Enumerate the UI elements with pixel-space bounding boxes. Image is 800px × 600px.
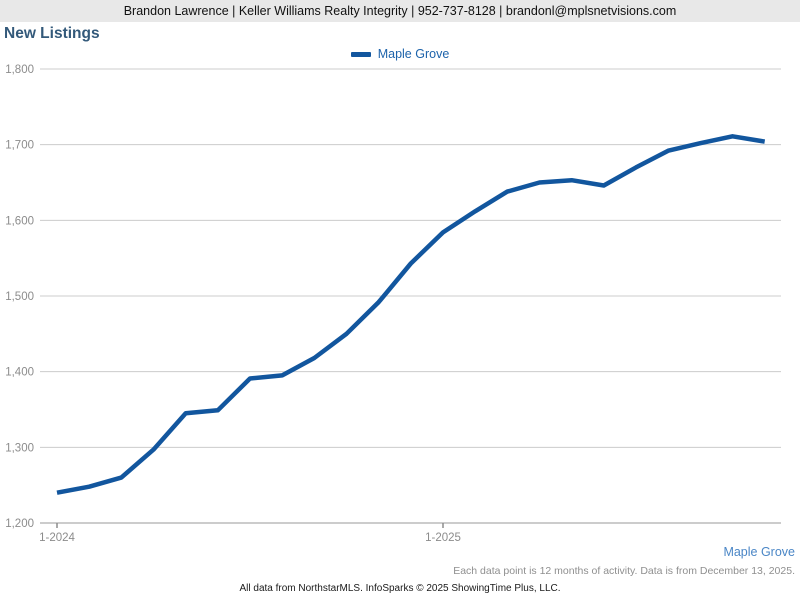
agent-header-bar: Brandon Lawrence | Keller Williams Realt… [0, 0, 800, 22]
page-title: New Listings [4, 25, 100, 42]
legend-series-label: Maple Grove [377, 47, 450, 61]
legend-line-swatch [350, 51, 371, 57]
x-tick-label: 1-2025 [425, 532, 461, 544]
y-tick-label: 1,800 [5, 64, 34, 76]
footer-area-label: Maple Grove [723, 545, 795, 559]
y-tick-label: 1,500 [5, 291, 34, 303]
x-tick-label: 1-2024 [39, 532, 75, 544]
y-tick-label: 1,600 [5, 215, 34, 227]
footer-attribution: All data from NorthstarMLS. InfoSparks ©… [239, 583, 561, 594]
agent-contact-text: Brandon Lawrence | Keller Williams Realt… [123, 4, 677, 18]
series-line-maple-grove [56, 134, 766, 495]
footer-disclaimer: Each data point is 12 months of activity… [453, 565, 795, 577]
y-tick-label: 1,300 [5, 442, 34, 454]
y-tick-label: 1,700 [5, 140, 34, 152]
y-tick-label: 1,400 [5, 367, 34, 379]
y-tick-label: 1,200 [5, 518, 34, 530]
chart-legend: Maple Grove [0, 46, 800, 62]
